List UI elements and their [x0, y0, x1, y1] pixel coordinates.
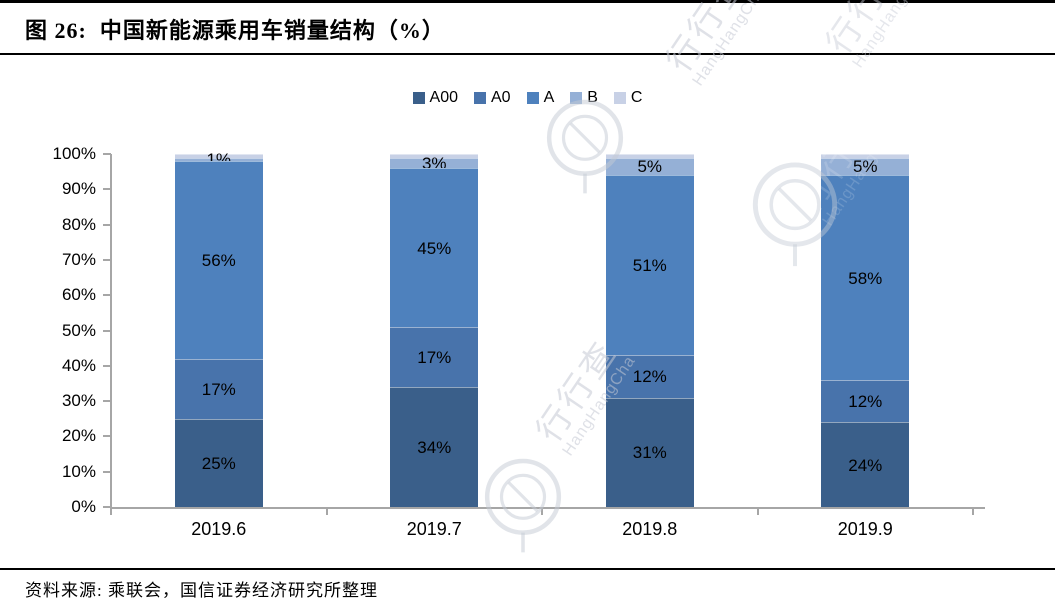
bar-segment-a00: 34%	[390, 386, 479, 507]
legend-swatch-icon	[526, 92, 539, 104]
legend-swatch-icon	[412, 92, 425, 104]
bar-segment-label: 56%	[201, 250, 236, 270]
x-tick-label: 2019.8	[622, 519, 678, 539]
x-tick-label: 2019.9	[837, 519, 893, 539]
y-tick	[103, 329, 111, 332]
legend-item-a0: A0	[473, 89, 511, 106]
bar-segment-a00: 24%	[821, 422, 910, 507]
y-axis	[110, 154, 112, 509]
y-tick	[103, 435, 111, 438]
bar-segment-label: 5%	[852, 157, 878, 177]
y-tick-label: 60%	[61, 285, 96, 305]
legend-swatch-icon	[570, 92, 583, 104]
y-tick-label: 40%	[61, 355, 96, 375]
y-tick-label: 100%	[52, 144, 96, 163]
bar-segment-a0: 12%	[821, 379, 910, 423]
legend-label: C	[630, 89, 643, 106]
bar-segment-c	[174, 154, 263, 158]
bar-segment-label: 31%	[632, 443, 667, 463]
stacked-bar: 31% 12% 51% 5%	[605, 154, 694, 507]
bar-segment-b: 5%	[605, 157, 694, 177]
bar-segment-b: 5%	[821, 157, 910, 177]
x-tick-label: 2019.7	[406, 519, 462, 539]
legend-item-c: C	[613, 89, 643, 106]
bar-segment-c	[605, 154, 694, 158]
bar-segment-a0: 17%	[174, 358, 263, 419]
title-divider	[0, 53, 1055, 55]
y-tick-label: 50%	[61, 320, 96, 340]
x-tick	[756, 509, 759, 515]
y-tick-label: 80%	[61, 214, 96, 234]
y-tick	[103, 153, 111, 155]
y-tick	[103, 400, 111, 403]
x-axis	[110, 507, 985, 509]
legend-item-a: A	[526, 89, 555, 106]
x-tick-label: 2019.6	[191, 519, 247, 539]
y-tick-label: 70%	[61, 249, 96, 269]
legend-item-b: B	[570, 90, 598, 106]
y-tick	[103, 258, 111, 261]
y-tick	[103, 188, 111, 191]
legend-item-a00: A00	[412, 89, 458, 106]
watermark-text: 行行查 HangHangCha	[819, 0, 929, 71]
bar-segment-a00: 25%	[174, 418, 263, 507]
top-rule	[0, 0, 1055, 3]
bar-segment-label: 51%	[632, 256, 667, 276]
y-tick	[103, 470, 111, 473]
y-tick-label: 0%	[71, 497, 96, 516]
bar-segment-label: 24%	[848, 455, 883, 475]
stacked-bar: 25% 17% 56% 1%	[174, 151, 263, 507]
bar-segment-a00: 31%	[605, 397, 694, 507]
bar-segment-a: 51%	[605, 175, 694, 356]
stacked-bar: 34% 17% 45% 3%	[390, 153, 479, 507]
legend-swatch-icon	[613, 92, 626, 104]
bar-segment-label: 12%	[848, 392, 883, 412]
y-tick	[103, 364, 111, 367]
bar-segment-label: 12%	[632, 367, 667, 387]
x-tick	[325, 509, 328, 515]
bar-segment-a0: 12%	[605, 355, 694, 398]
stacked-bar: 24% 12% 58% 5%	[821, 154, 910, 507]
bar-segment-label: 34%	[417, 437, 452, 457]
source-divider	[0, 568, 1055, 570]
bar-segment-c	[821, 154, 910, 158]
bar-segment-c	[390, 154, 479, 158]
legend-label: A	[543, 89, 555, 106]
bar-segment-a: 45%	[390, 168, 479, 327]
bar-segment-label: 5%	[637, 157, 663, 177]
y-tick	[103, 294, 111, 297]
y-tick	[103, 223, 111, 226]
bar-segment-label: 17%	[417, 347, 452, 367]
bar-segment-label: 17%	[201, 379, 236, 399]
legend-label: A00	[429, 89, 458, 106]
bar-segment-label: 3%	[421, 153, 447, 173]
bar-segment-label: 58%	[848, 268, 883, 288]
bar-segment-a: 58%	[821, 175, 910, 380]
bar-segment-a: 56%	[174, 161, 263, 359]
x-tick	[972, 509, 974, 515]
y-tick-label: 90%	[61, 179, 96, 199]
x-tick	[110, 509, 112, 515]
y-tick-label: 20%	[61, 426, 96, 446]
source-text: 资料来源: 乘联会，国信证券经济研究所整理	[25, 581, 378, 600]
bar-segment-b: 3%	[390, 153, 479, 173]
chart-legend: A00 A0 A B C	[0, 88, 1055, 108]
bar-segment-a0: 17%	[390, 326, 479, 387]
bar-segment-label: 45%	[417, 238, 452, 258]
legend-label: A0	[490, 89, 511, 106]
y-tick-label: 10%	[61, 461, 96, 481]
legend-label: B	[587, 89, 598, 106]
y-tick	[103, 506, 111, 508]
y-tick-label: 30%	[61, 391, 96, 411]
watermark-text: 行行查 HangHangCha	[659, 0, 769, 89]
x-tick	[541, 509, 543, 515]
legend-swatch-icon	[473, 92, 486, 104]
figure-title: 图 26: 中国新能源乘用车销量结构（%）	[25, 18, 445, 43]
bar-segment-label: 25%	[201, 453, 236, 473]
